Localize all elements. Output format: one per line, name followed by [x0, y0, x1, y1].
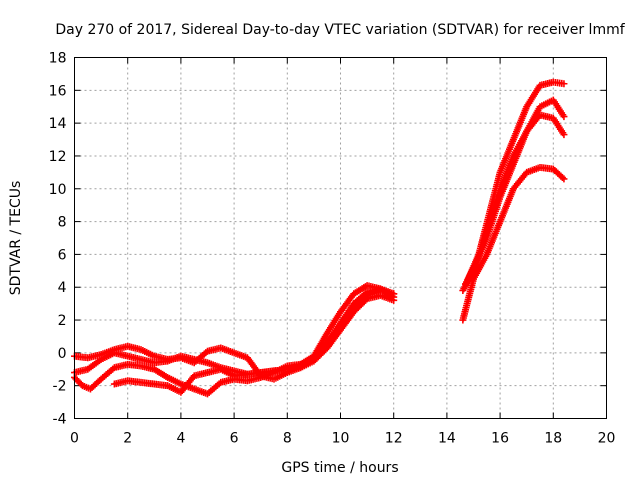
plot-frame [74, 57, 607, 419]
x-tick-label: 10 [332, 431, 350, 447]
y-tick-label: 10 [49, 182, 67, 198]
data-point [390, 296, 398, 304]
y-tick-label: 12 [49, 149, 67, 165]
y-tick-label: -4 [53, 412, 67, 428]
y-tick-label: 2 [58, 313, 67, 329]
x-tick-label: 0 [70, 431, 79, 447]
data-points [71, 78, 568, 398]
series-track-d [110, 291, 398, 396]
y-tick-label: 14 [49, 116, 67, 132]
y-tick-label: 4 [58, 280, 67, 296]
data-point [560, 175, 568, 183]
series-track-h [462, 96, 568, 288]
x-tick-label: 8 [283, 431, 292, 447]
x-tick-label: 6 [230, 431, 239, 447]
y-tick-label: 6 [58, 247, 67, 263]
x-tick-label: 16 [491, 431, 509, 447]
y-tick-label: 0 [58, 346, 67, 362]
y-tick-label: -2 [53, 379, 67, 395]
y-tick-label: 16 [49, 83, 67, 99]
y-tick-label: 18 [49, 51, 67, 67]
series-track-e [459, 163, 568, 324]
chart-title: Day 270 of 2017, Sidereal Day-to-day VTE… [55, 22, 625, 38]
x-tick-label: 14 [438, 431, 456, 447]
x-tick-label: 20 [598, 431, 616, 447]
data-point [560, 131, 568, 139]
x-tick-label: 2 [123, 431, 132, 447]
data-point [558, 174, 566, 182]
x-tick-label: 18 [544, 431, 562, 447]
data-point [560, 113, 568, 121]
data-point [560, 80, 568, 88]
x-tick-label: 4 [176, 431, 185, 447]
y-tick-label: 8 [58, 215, 67, 231]
y-axis-label: SDTVAR / TECUs [8, 181, 24, 296]
x-tick-label: 12 [385, 431, 403, 447]
axis-ticks: 0 2 4 6 8 10 12 14 16 18 20 -4 -2 0 2 4 6 8 10 12 14 16 18 [49, 51, 616, 447]
x-axis-label: GPS time / hours [281, 460, 398, 476]
